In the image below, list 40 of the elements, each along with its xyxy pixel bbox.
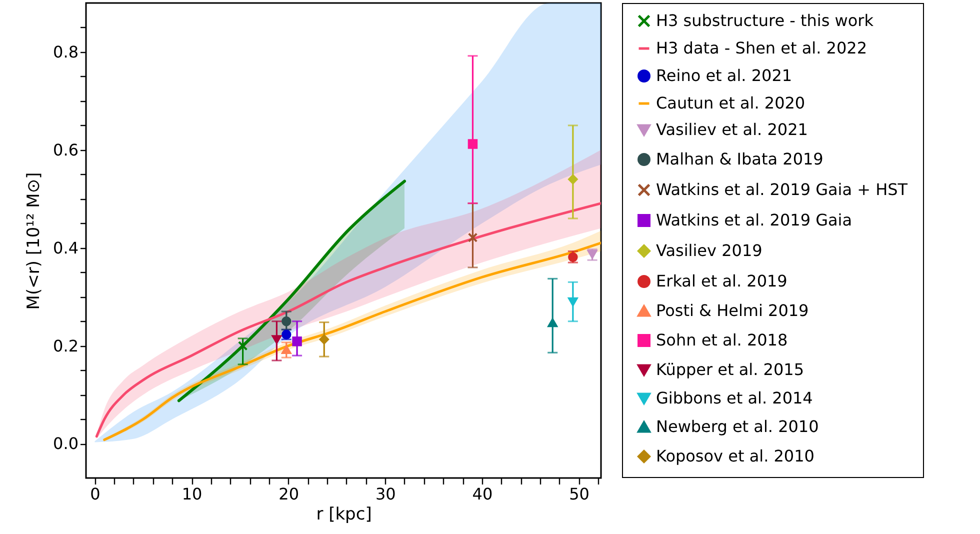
x-axis-title: r [kpc]: [316, 504, 372, 524]
legend-label: Malhan & Ibata 2019: [656, 150, 824, 168]
point: [568, 174, 578, 184]
x-tick-label: 20: [278, 484, 299, 504]
x-tick-label: 40: [472, 484, 493, 504]
x-tick-label: 50: [569, 484, 590, 504]
point: [282, 345, 292, 354]
legend-label: Gibbons et al. 2014: [656, 388, 813, 408]
legend-label: Koposov et al. 2010: [656, 446, 814, 466]
point: [468, 139, 478, 149]
y-tick-label: 0.8: [53, 42, 78, 62]
point: [548, 318, 558, 328]
legend-label: Sohn et al. 2018: [656, 330, 788, 350]
x-tick-label: 30: [375, 484, 396, 504]
legend-label: Cautun et al. 2020: [656, 94, 806, 112]
legend-label: Watkins et al. 2019 Gaia: [656, 210, 852, 230]
y-tick-label: 0.0: [53, 434, 78, 454]
legend-label: H3 substructure - this work: [656, 11, 874, 30]
x-tick-label: 10: [182, 484, 202, 504]
legend-label: Watkins et al. 2019 Gaia + HST: [656, 180, 908, 199]
y-tick-label: 0.4: [53, 238, 78, 258]
y-tick-label: 0.6: [53, 140, 78, 160]
point: [319, 334, 330, 344]
point: [568, 297, 578, 306]
legend-label: Posti & Helmi 2019: [656, 301, 809, 320]
point: [292, 336, 302, 346]
y-tick-label: 0.2: [53, 336, 78, 356]
point: [238, 340, 248, 351]
legend-label: H3 data - Shen et al. 2022: [656, 38, 867, 58]
point: [468, 232, 478, 242]
y-axis-title: M(<r) [10¹² M⊙]: [24, 172, 44, 310]
legend-label: Newberg et al. 2010: [656, 417, 819, 436]
point: [272, 335, 282, 344]
x-tick-label: 0: [90, 484, 100, 504]
point: [282, 316, 292, 326]
legend-label: Erkal et al. 2019: [656, 272, 788, 290]
legend-label: Küpper et al. 2015: [656, 360, 804, 379]
legend-label: Vasiliev et al. 2021: [656, 120, 808, 139]
legend-label: Vasiliev 2019: [656, 241, 762, 260]
legend-label: Reino et al. 2021: [656, 66, 792, 85]
